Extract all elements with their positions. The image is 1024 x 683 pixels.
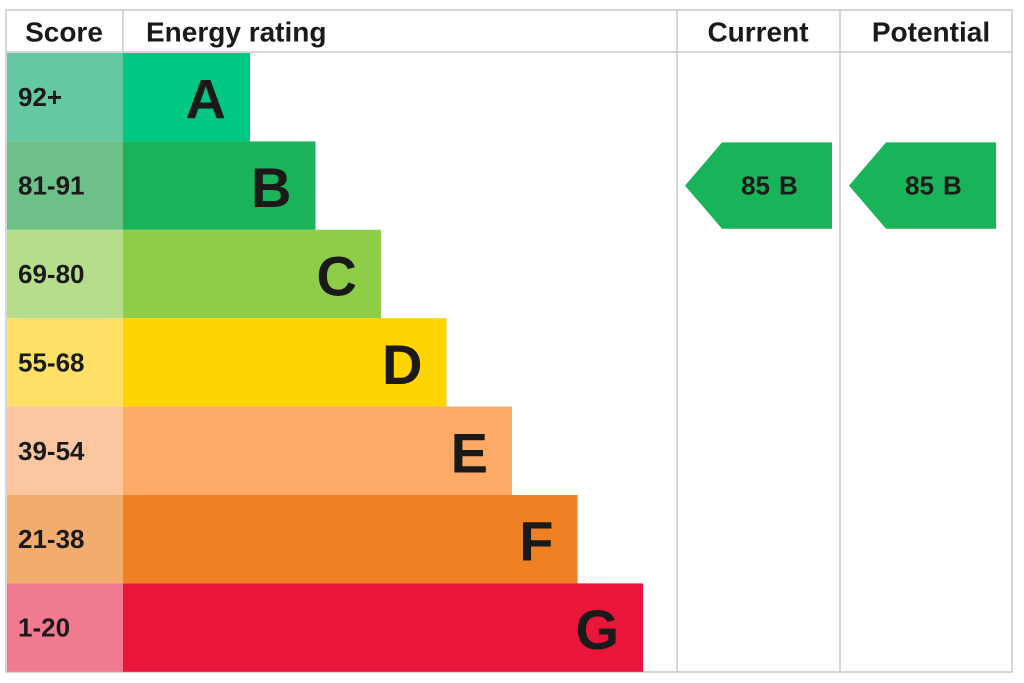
rating-letter: E (451, 421, 488, 484)
rating-letter: B (251, 156, 291, 219)
potential-letter: B (943, 171, 962, 201)
rating-letter: A (186, 68, 226, 131)
rating-bar (123, 318, 447, 407)
rating-bar (123, 53, 250, 142)
rating-letter: C (317, 245, 357, 308)
score-range: 39-54 (18, 436, 85, 466)
score-cell (7, 53, 123, 142)
score-range: 81-91 (18, 171, 85, 201)
score-cell (7, 318, 123, 407)
score-cell (7, 583, 123, 672)
rating-bar (123, 141, 316, 230)
score-range: 92+ (18, 82, 62, 112)
rating-bar (123, 583, 643, 672)
rating-letter: F (519, 510, 553, 573)
rating-letter: G (575, 598, 619, 661)
header-current: Current (707, 17, 808, 48)
score-cell (7, 495, 123, 584)
header-rating: Energy rating (146, 17, 326, 48)
rating-letter: D (382, 333, 422, 396)
current-arrow (685, 142, 832, 229)
potential-score: 85 (905, 171, 934, 201)
rating-bar (123, 495, 578, 584)
current-letter: B (779, 171, 798, 201)
rating-bar (123, 406, 512, 495)
header-potential: Potential (872, 17, 990, 48)
header-score: Score (25, 17, 103, 48)
current-score: 85 (741, 171, 770, 201)
score-cell (7, 229, 123, 319)
score-cell (7, 406, 123, 495)
rating-bar (123, 229, 381, 319)
potential-arrow (849, 142, 996, 229)
score-cell (7, 141, 123, 230)
score-range: 55-68 (18, 347, 85, 377)
score-range: 21-38 (18, 524, 85, 554)
score-range: 69-80 (18, 259, 85, 289)
score-range: 1-20 (18, 613, 70, 643)
